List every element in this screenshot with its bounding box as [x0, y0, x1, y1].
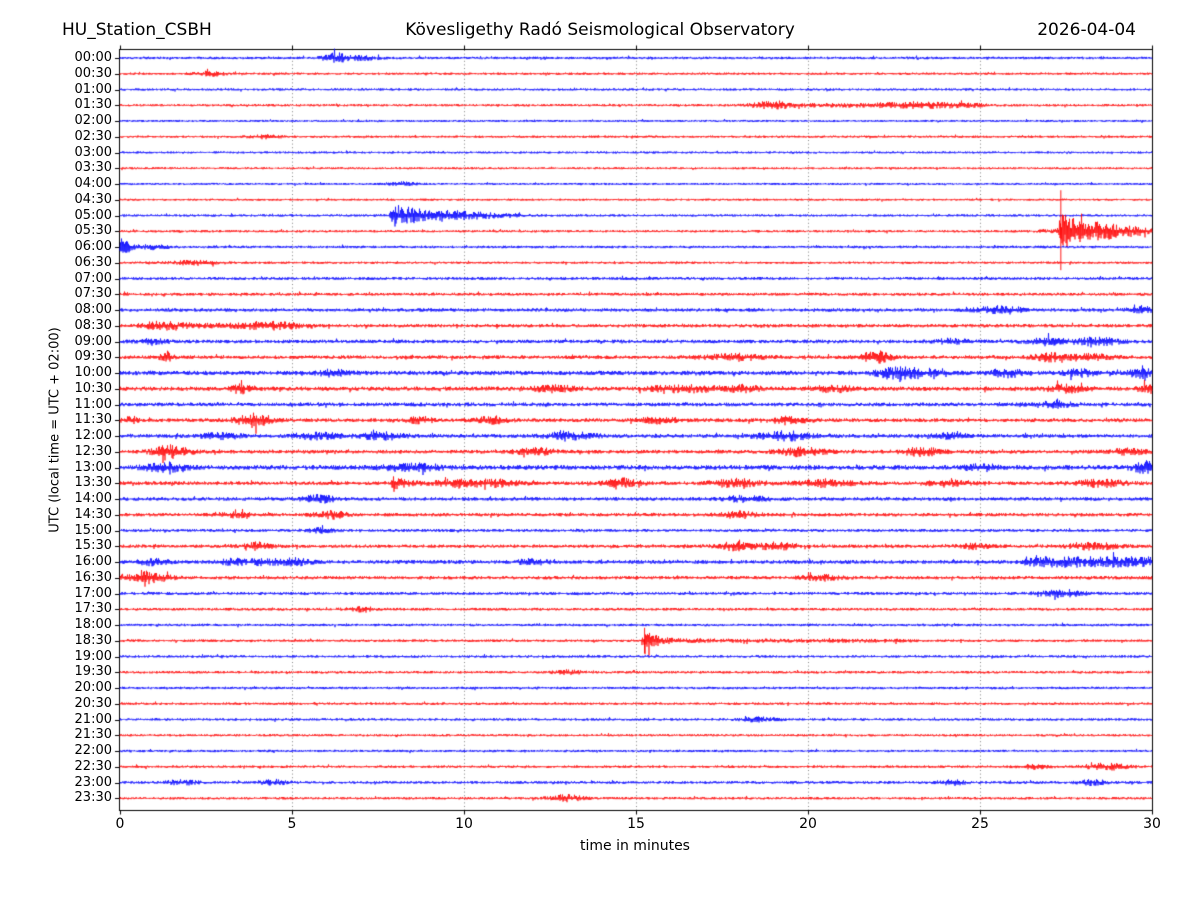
y-tick-label: 11:30 [74, 412, 112, 428]
y-tick-label: 19:00 [74, 648, 112, 664]
y-tick-label: 15:00 [74, 522, 112, 538]
y-tick-label: 23:00 [74, 774, 112, 790]
x-tick-label: 15 [627, 816, 645, 832]
y-tick-label: 11:00 [74, 396, 112, 412]
y-tick-label: 22:30 [74, 758, 112, 774]
y-tick-label: 06:00 [74, 239, 112, 254]
observatory-title: Kövesligethy Radó Seismological Observat… [405, 20, 795, 40]
y-tick-label: 05:30 [74, 223, 112, 239]
y-tick-label: 15:30 [74, 538, 112, 554]
y-tick-label: 14:30 [74, 506, 112, 522]
y-tick-label: 09:00 [74, 333, 112, 349]
y-tick-label: 06:30 [74, 254, 112, 270]
y-tick-label: 00:00 [74, 50, 112, 65]
y-tick-label: 01:30 [74, 97, 112, 113]
y-tick-label: 21:30 [74, 727, 112, 743]
y-tick-label: 08:00 [74, 302, 112, 317]
y-tick-label: 07:00 [74, 270, 112, 286]
y-tick-label: 17:00 [74, 585, 112, 601]
y-tick-label: 00:30 [74, 65, 112, 81]
y-tick-label: 23:30 [74, 790, 112, 806]
y-tick-label: 03:30 [74, 160, 112, 176]
y-tick-label: 14:00 [74, 491, 112, 506]
y-tick-label: 12:30 [74, 443, 112, 459]
y-tick-label: 07:30 [74, 286, 112, 302]
x-axis-label: time in minutes [580, 838, 690, 854]
y-tick-label: 08:30 [74, 317, 112, 333]
y-tick-label: 03:00 [74, 144, 112, 160]
y-tick-label: 20:00 [74, 680, 112, 695]
y-tick-label: 21:00 [74, 711, 112, 727]
x-tick-label: 30 [1143, 816, 1161, 832]
y-tick-label: 02:00 [74, 113, 112, 128]
y-tick-label: 04:30 [74, 191, 112, 207]
y-tick-label: 09:30 [74, 349, 112, 365]
y-tick-label: 18:00 [74, 617, 112, 632]
station-title: HU_Station_CSBH [62, 20, 212, 40]
y-axis-label: UTC (local time = UTC + 02:00) [47, 327, 63, 533]
y-tick-label: 12:00 [74, 428, 112, 443]
y-tick-label: 16:00 [74, 554, 112, 569]
y-tick-label: 02:30 [74, 128, 112, 144]
y-tick-label: 20:30 [74, 695, 112, 711]
y-tick-label: 10:00 [74, 365, 112, 380]
y-tick-label: 17:30 [74, 601, 112, 617]
y-tick-label: 19:30 [74, 664, 112, 680]
x-tick-label: 25 [971, 816, 989, 832]
y-tick-label: 01:00 [74, 81, 112, 97]
x-tick-label: 5 [287, 816, 297, 832]
y-tick-label: 05:00 [74, 207, 112, 223]
y-tick-label: 18:30 [74, 632, 112, 648]
y-tick-label: 22:00 [74, 743, 112, 758]
x-tick-label: 20 [799, 816, 817, 832]
y-tick-label: 13:30 [74, 475, 112, 491]
x-tick-label: 10 [455, 816, 473, 832]
y-tick-label: 10:30 [74, 380, 112, 396]
y-tick-label: 04:00 [74, 176, 112, 191]
y-tick-label: 16:30 [74, 569, 112, 585]
x-tick-label: 0 [115, 816, 125, 832]
date-title: 2026-04-04 [1037, 20, 1136, 40]
y-tick-label: 13:00 [74, 459, 112, 475]
